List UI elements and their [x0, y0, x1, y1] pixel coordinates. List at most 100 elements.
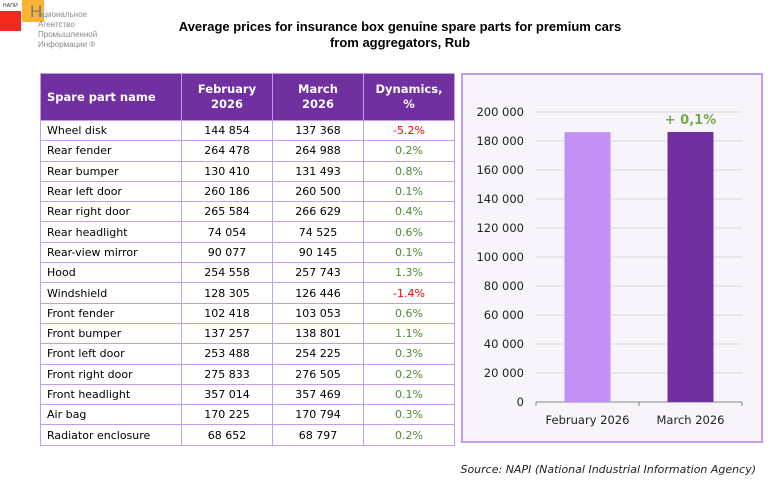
page-title: Average prices for insurance box genuine… [150, 19, 650, 51]
cell-dynamics: 0.1% [363, 241, 455, 264]
cell-february: 130 410 [181, 160, 273, 182]
cell-march: 68 797 [272, 424, 364, 446]
header-dynamics-line1: Dynamics, [375, 82, 443, 96]
cell-february: 275 833 [181, 363, 273, 385]
prices-table: Spare part name February 2026 March 2026… [40, 73, 455, 446]
logo-line: Агентство [38, 20, 75, 29]
cell-february: 357 014 [181, 383, 273, 406]
cell-march: 137 368 [272, 119, 364, 142]
cell-march: 266 629 [272, 201, 364, 223]
y-tick-label: 140 000 [476, 192, 524, 206]
logo-abbr: НАПИ [3, 3, 18, 9]
cell-part-name: Rear headlight [40, 221, 182, 243]
logo-orange-square [22, 0, 44, 22]
header-march-line2: 2026 [301, 97, 334, 111]
table-row: Hood 254 558 257 743 1.3% [40, 262, 455, 284]
cell-march: 103 053 [272, 302, 364, 324]
header-spare-part-name: Spare part name [40, 73, 182, 121]
x-tick-label: March 2026 [657, 413, 725, 427]
cell-part-name: Rear bumper [40, 160, 182, 182]
logo-line: Промышленной [38, 30, 98, 39]
cell-february: 102 418 [181, 302, 273, 324]
cell-march: 276 505 [272, 363, 364, 385]
cell-part-name: Rear fender [40, 140, 182, 162]
cell-dynamics: 0.2% [363, 363, 455, 385]
y-tick-label: 60 000 [484, 308, 524, 322]
bar-march [667, 131, 714, 403]
cell-part-name: Air bag [40, 404, 182, 426]
table-row: Rear right door 265 584 266 629 0.4% [40, 201, 455, 223]
table-row: Front left door 253 488 254 225 0.3% [40, 343, 455, 365]
cell-march: 126 446 [272, 282, 364, 304]
table-row: Air bag 170 225 170 794 0.3% [40, 404, 455, 426]
cell-dynamics: 0.6% [363, 302, 455, 324]
cell-part-name: Rear-view mirror [40, 241, 182, 264]
header-february: February 2026 [181, 73, 273, 121]
cell-february: 90 077 [181, 241, 273, 264]
cell-part-name: Rear right door [40, 201, 182, 223]
table-row: Wheel disk 144 854 137 368 -5.2% [40, 119, 455, 142]
cell-february: 253 488 [181, 343, 273, 365]
header-march: March 2026 [272, 73, 364, 121]
cell-march: 90 145 [272, 241, 364, 264]
dynamics-annotation: + 0,1% [665, 113, 716, 128]
cell-february: 128 305 [181, 282, 273, 304]
y-tick-label: 20 000 [484, 366, 524, 380]
y-tick-label: 100 000 [476, 250, 524, 264]
table-row: Front bumper 137 257 138 801 1.1% [40, 322, 455, 345]
table-row: Front fender 102 418 103 053 0.6% [40, 302, 455, 324]
cell-dynamics: 0.4% [363, 201, 455, 223]
bar-february [564, 132, 611, 402]
logo-line: Информации ® [38, 40, 96, 49]
table-row: Rear left door 260 186 260 500 0.1% [40, 180, 455, 203]
cell-february: 260 186 [181, 180, 273, 203]
table-header-row: Spare part name February 2026 March 2026… [40, 73, 455, 121]
cell-february: 74 054 [181, 221, 273, 243]
cell-part-name: Front right door [40, 363, 182, 385]
table-row: Front right door 275 833 276 505 0.2% [40, 363, 455, 385]
cell-march: 170 794 [272, 404, 364, 426]
cell-dynamics: 1.1% [363, 322, 455, 345]
cell-february: 144 854 [181, 119, 273, 142]
cell-february: 170 225 [181, 404, 273, 426]
cell-dynamics: 0.3% [363, 343, 455, 365]
cell-part-name: Front fender [40, 302, 182, 324]
table-row: Radiator enclosure 68 652 68 797 0.2% [40, 424, 455, 446]
cell-march: 357 469 [272, 383, 364, 406]
cell-dynamics: 0.3% [363, 404, 455, 426]
table-row: Rear fender 264 478 264 988 0.2% [40, 140, 455, 162]
header-february-line1: February [197, 82, 257, 96]
bar-chart: 0 20 000 40 000 60 000 80 000 100 000 120 000 1… [476, 105, 743, 427]
cell-dynamics: 0.1% [363, 383, 455, 406]
table-row: Rear headlight 74 054 74 525 0.6% [40, 221, 455, 243]
cell-dynamics: 0.6% [363, 221, 455, 243]
napi-logo: НАПИ Н ациональное Агентство Промышленно… [0, 0, 110, 56]
y-tick-label: 0 [517, 395, 524, 409]
y-tick-label: 80 000 [484, 279, 524, 293]
cell-part-name: Radiator enclosure [40, 424, 182, 446]
cell-february: 254 558 [181, 262, 273, 284]
header-dynamics-line2: % [403, 97, 415, 111]
cell-february: 265 584 [181, 201, 273, 223]
cell-february: 137 257 [181, 322, 273, 345]
cell-march: 254 225 [272, 343, 364, 365]
title-line-2: from aggregators, Rub [329, 35, 471, 50]
cell-february: 264 478 [181, 140, 273, 162]
cell-dynamics: -5.2% [363, 119, 455, 142]
title-line-1: Average prices for insurance box genuine… [178, 19, 622, 34]
x-tick-label: February 2026 [546, 413, 630, 427]
cell-part-name: Windshield [40, 282, 182, 304]
chart-panel: 0 20 000 40 000 60 000 80 000 100 000 120 000 1… [461, 73, 763, 443]
y-tick-label: 180 000 [476, 134, 524, 148]
cell-march: 138 801 [272, 322, 364, 345]
cell-dynamics: 1.3% [363, 262, 455, 284]
cell-dynamics: 0.8% [363, 160, 455, 182]
table-row: Rear-view mirror 90 077 90 145 0.1% [40, 241, 455, 264]
cell-march: 74 525 [272, 221, 364, 243]
table-row: Front headlight 357 014 357 469 0.1% [40, 383, 455, 406]
cell-march: 260 500 [272, 180, 364, 203]
y-tick-label: 120 000 [476, 221, 524, 235]
source-note: Source: NAPI (National Industrial Inform… [460, 463, 756, 476]
y-tick-label: 160 000 [476, 163, 524, 177]
cell-part-name: Rear left door [40, 180, 182, 203]
